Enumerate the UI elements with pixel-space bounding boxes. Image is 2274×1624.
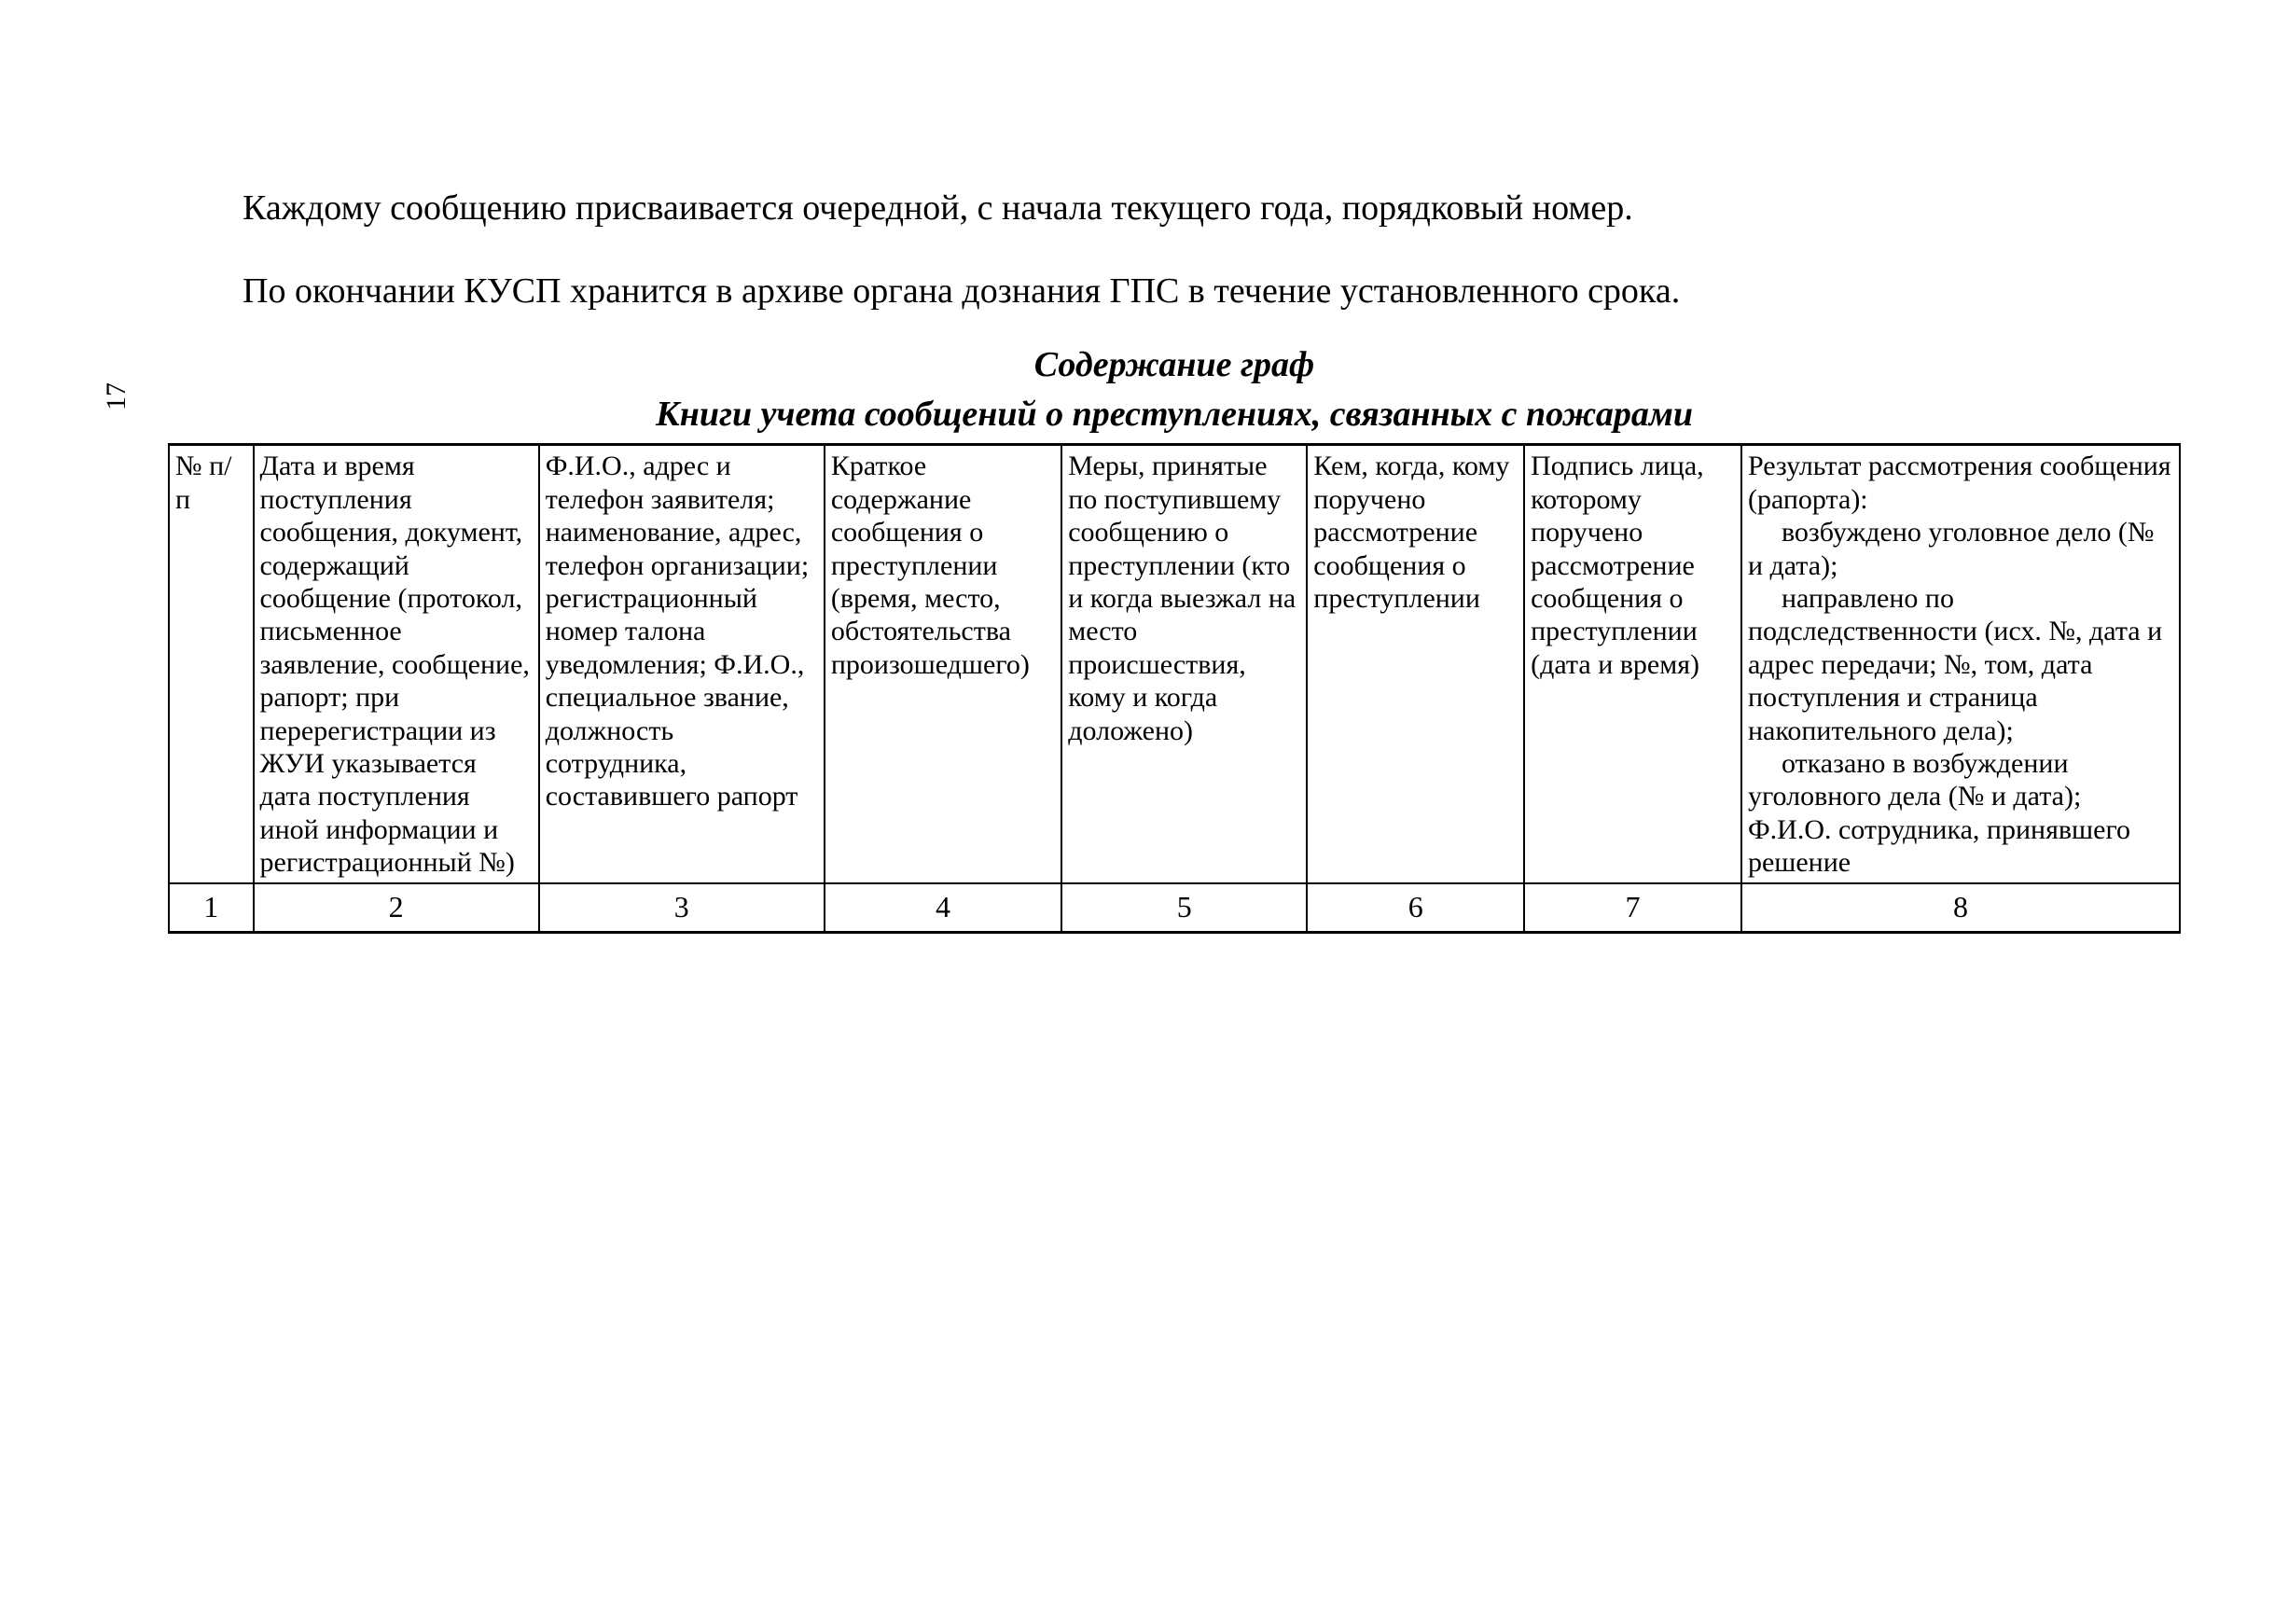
col-header-8: Результат рассмотрения сообщения (рапорт… [1741, 445, 2180, 884]
num-1: 1 [169, 883, 254, 932]
table-title: Содержание граф [168, 342, 2181, 388]
num-6: 6 [1307, 883, 1524, 932]
col-header-6: Кем, когда, кому поручено рассмотрение с… [1307, 445, 1524, 884]
col-header-7: Подпись лица, которому поручено рассмотр… [1524, 445, 1741, 884]
col8-item2: направлено по подследственности (исх. №,… [1748, 583, 2162, 746]
col8-item3: отказано в возбуждении уголовного дела (… [1748, 748, 2081, 812]
num-3: 3 [539, 883, 825, 932]
paragraph-1: Каждому сообщению присваивается очередно… [168, 185, 2181, 232]
paragraph-2: По окончании КУСП хранится в архиве орга… [168, 268, 2181, 315]
col-header-5: Меры, принятые по поступившему сообщению… [1061, 445, 1307, 884]
table-subtitle: Книги учета сообщений о преступлениях, с… [168, 392, 2181, 437]
num-5: 5 [1061, 883, 1307, 932]
paragraph-2-text: По окончании КУСП хранится в архиве орга… [243, 271, 1680, 311]
table-number-row: 1 2 3 4 5 6 7 8 [169, 883, 2180, 932]
kusp-table: № п/п Дата и время поступления сообщения… [168, 443, 2181, 934]
col-header-4: Краткое содержание сообщения о преступле… [825, 445, 1061, 884]
col8-tail: Ф.И.О. сотрудника, принявшего решение [1748, 814, 2130, 878]
table-header-row: № п/п Дата и время поступления сообщения… [169, 445, 2180, 884]
paragraph-1-text: Каждому сообщению присваивается очередно… [243, 188, 1633, 228]
col-header-3: Ф.И.О., адрес и телефон заявителя; наиме… [539, 445, 825, 884]
col-header-1: № п/п [169, 445, 254, 884]
page: 17 Каждому сообщению присваивается очере… [0, 0, 2274, 1624]
num-2: 2 [254, 883, 539, 932]
num-4: 4 [825, 883, 1061, 932]
page-number: 17 [101, 382, 132, 410]
num-7: 7 [1524, 883, 1741, 932]
col8-item1: возбуждено уголовное дело (№ и дата); [1748, 517, 2155, 580]
num-8: 8 [1741, 883, 2180, 932]
col-header-2: Дата и время поступления сообщения, доку… [254, 445, 539, 884]
col8-content: Результат рассмотрения сообщения (рапорт… [1748, 450, 2173, 879]
col8-intro: Результат рассмотрения сообщения (рапорт… [1748, 451, 2171, 514]
